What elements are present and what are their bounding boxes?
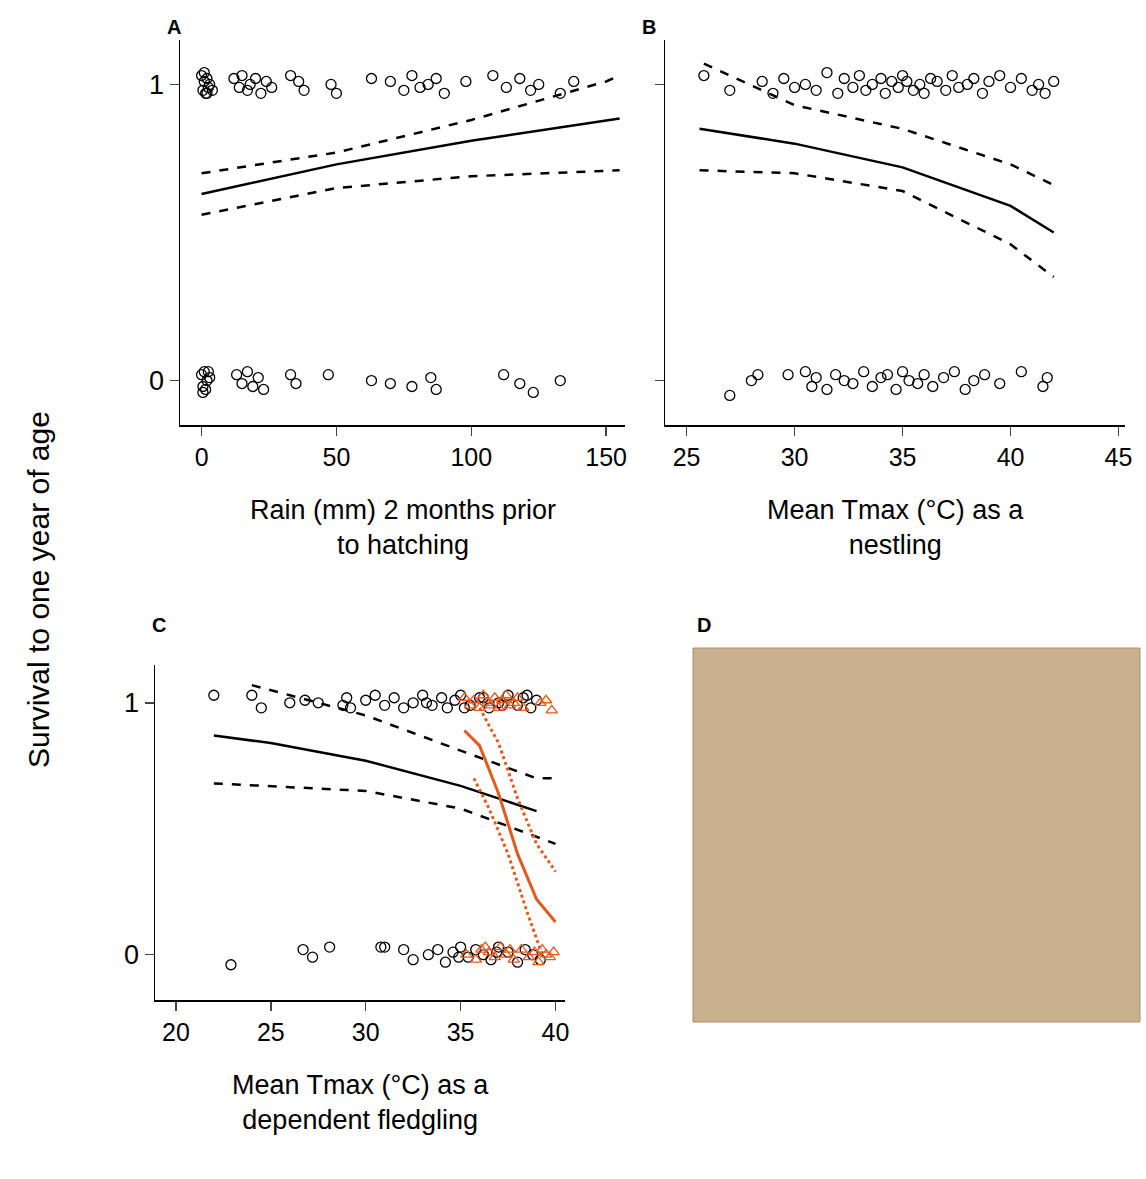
svg-text:50: 50: [323, 443, 351, 471]
svg-text:40: 40: [997, 443, 1025, 471]
svg-text:30: 30: [352, 1018, 380, 1046]
svg-text:25: 25: [257, 1018, 285, 1046]
svg-text:150: 150: [585, 443, 627, 471]
svg-text:Rain (mm) 2 months priorto hat: Rain (mm) 2 months priorto hatching: [250, 495, 556, 560]
svg-text:0: 0: [149, 366, 164, 396]
svg-text:45: 45: [1105, 443, 1133, 471]
svg-text:A: A: [167, 16, 181, 38]
svg-text:30: 30: [781, 443, 809, 471]
svg-text:35: 35: [889, 443, 917, 471]
svg-text:1: 1: [124, 688, 139, 718]
svg-text:40: 40: [542, 1018, 570, 1046]
svg-text:0: 0: [124, 940, 139, 970]
svg-text:Mean Tmax (°C) as anestling: Mean Tmax (°C) as anestling: [767, 495, 1024, 560]
svg-text:1: 1: [149, 70, 164, 100]
svg-text:Survival to one year of age: Survival to one year of age: [22, 411, 55, 768]
svg-text:25: 25: [673, 443, 701, 471]
svg-text:B: B: [642, 16, 656, 38]
svg-text:20: 20: [162, 1018, 190, 1046]
svg-text:Mean Tmax (°C) as adependent f: Mean Tmax (°C) as adependent fledgling: [232, 1070, 489, 1135]
svg-text:100: 100: [450, 443, 492, 471]
svg-text:35: 35: [447, 1018, 475, 1046]
svg-text:0: 0: [195, 443, 209, 471]
svg-text:D: D: [697, 614, 711, 636]
svg-text:C: C: [152, 614, 166, 636]
